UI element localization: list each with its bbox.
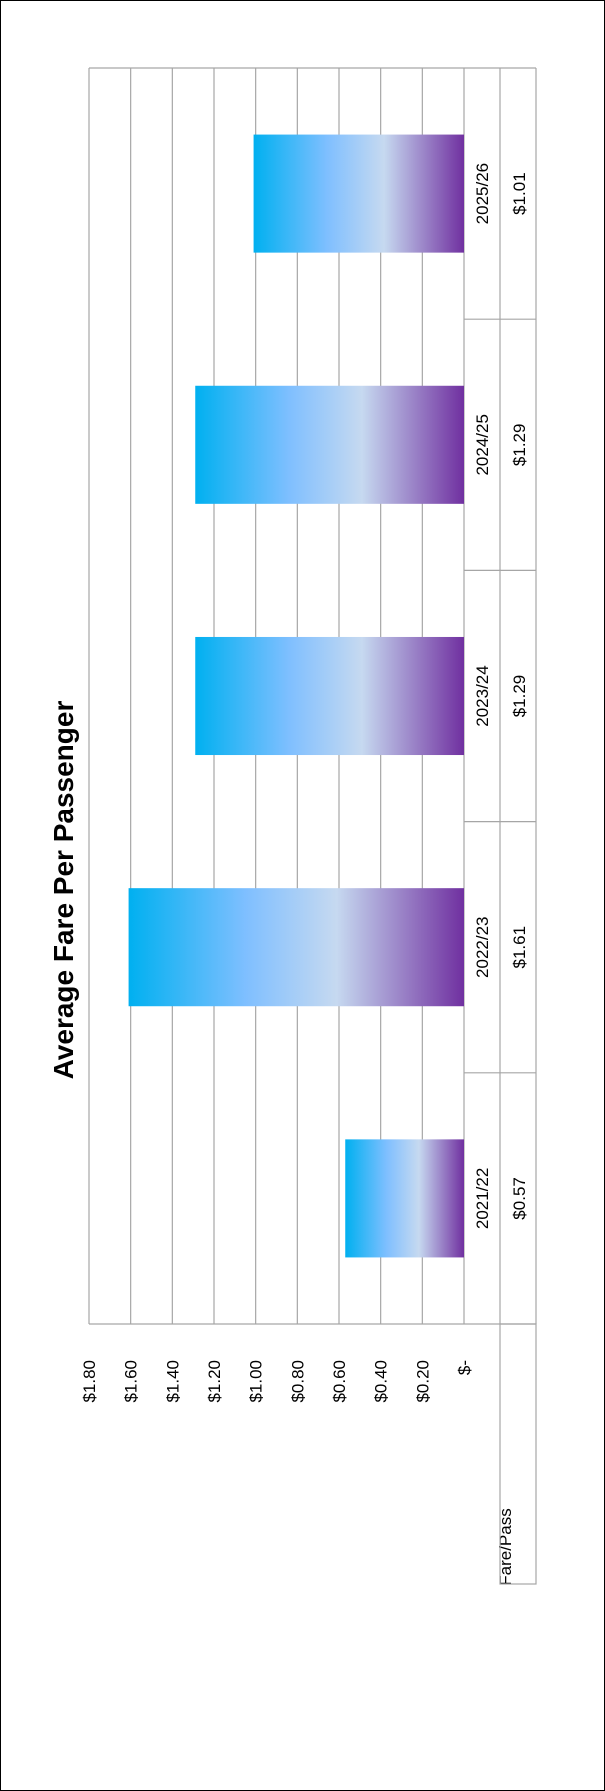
y-tick-label: $1.40 xyxy=(163,1360,182,1403)
bar xyxy=(253,134,464,253)
category-label: 2024/25 xyxy=(473,414,492,475)
y-tick-label: $0.80 xyxy=(288,1360,307,1403)
data-label: $1.01 xyxy=(510,172,529,215)
bar xyxy=(345,1139,464,1258)
y-tick-label: $0.60 xyxy=(330,1360,349,1403)
y-tick-label: $- xyxy=(455,1360,474,1375)
data-label: $0.57 xyxy=(510,1177,529,1220)
y-tick-label: $0.20 xyxy=(413,1360,432,1403)
y-tick-label: $1.20 xyxy=(205,1360,224,1403)
bar xyxy=(195,385,464,504)
data-label: $1.61 xyxy=(510,926,529,969)
bar xyxy=(128,888,464,1007)
bar xyxy=(195,636,464,756)
category-label: 2023/24 xyxy=(473,665,492,726)
series-name-label: Fare/Pass xyxy=(496,1508,515,1585)
y-axis-tick-labels: $- $0.20 $0.40 $0.60 $0.80 $1.00 $1.20 $1.40 $1.… xyxy=(80,1360,474,1403)
bars xyxy=(128,134,464,1258)
y-tick-label: $0.40 xyxy=(372,1360,391,1403)
series-name-cell xyxy=(499,1323,537,1585)
category-label: 2021/22 xyxy=(473,1168,492,1229)
category-label: 2025/26 xyxy=(473,163,492,224)
y-tick-label: $1.00 xyxy=(247,1360,266,1403)
data-table: Fare/Pass 2021/22 $0.57 2022/23 $1.61 2023/2… xyxy=(89,67,537,1586)
y-tick-label: $1.60 xyxy=(122,1360,141,1403)
chart-title: Average Fare Per Passenger xyxy=(48,701,79,1080)
data-label: $1.29 xyxy=(510,675,529,718)
data-label: $1.29 xyxy=(510,424,529,467)
category-label: 2022/23 xyxy=(473,916,492,977)
y-tick-label: $1.80 xyxy=(80,1360,99,1403)
